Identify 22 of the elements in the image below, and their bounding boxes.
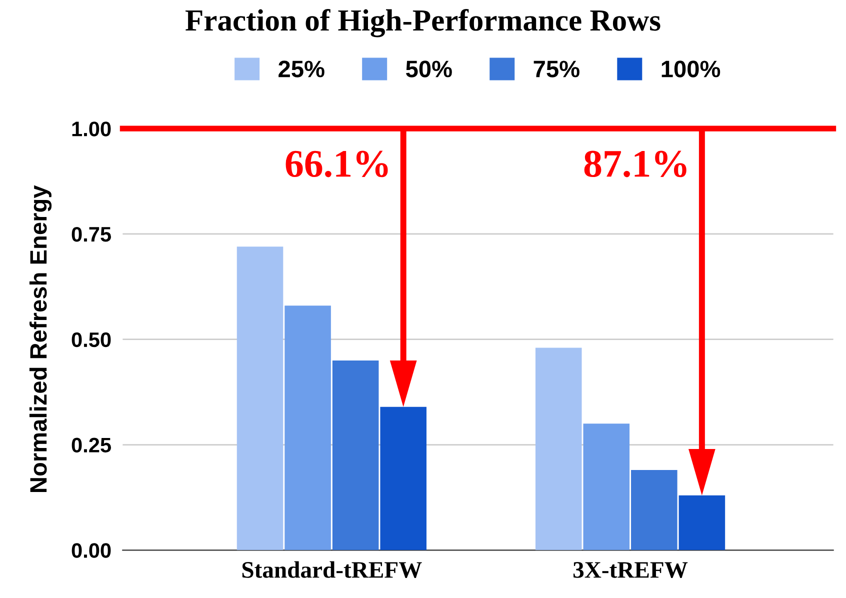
legend-label: 25% — [278, 60, 324, 78]
y-tick-label: 0.50 — [72, 332, 111, 348]
y-tick-label: 0.25 — [72, 438, 111, 453]
bar — [631, 470, 678, 550]
x-tick-label: 3X-tREFW — [573, 562, 688, 578]
bar — [678, 495, 726, 550]
legend-label: 100% — [662, 60, 720, 78]
bar — [332, 360, 379, 550]
bar — [236, 246, 284, 550]
y-tick-label: 0.75 — [72, 226, 111, 242]
chart-title: Fraction of High-Performance Rows — [186, 8, 660, 38]
bar — [535, 348, 582, 550]
y-tick-label: 0.00 — [72, 543, 111, 558]
y-axis-title: Normalized Refresh Energy — [29, 185, 52, 492]
bar — [284, 306, 331, 550]
legend-label: 75% — [534, 60, 580, 78]
y-tick-label: 1.00 — [72, 122, 111, 136]
x-tick-label: Standard-tREFW — [242, 561, 422, 578]
annotation: 87.1% — [584, 150, 686, 178]
legend-label: 50% — [406, 60, 452, 78]
annotation: 66.1% — [286, 150, 388, 178]
bar — [583, 424, 630, 550]
